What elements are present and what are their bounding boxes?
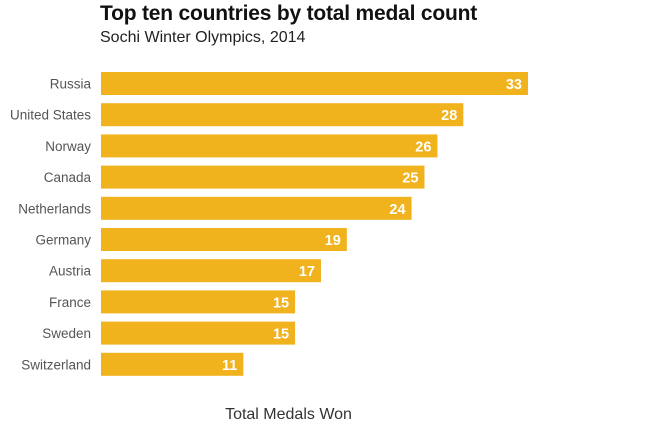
bar-united-states — [101, 103, 464, 127]
value-label-france: 15 — [273, 295, 289, 311]
category-label-switzerland: Switzerland — [21, 357, 91, 372]
value-label-sweden: 15 — [273, 327, 289, 343]
category-label-norway: Norway — [45, 139, 91, 154]
bar-france — [101, 290, 296, 314]
category-label-germany: Germany — [35, 233, 91, 248]
value-label-norway: 26 — [415, 139, 431, 155]
value-label-germany: 19 — [325, 233, 341, 249]
value-label-russia: 33 — [506, 77, 522, 93]
bar-russia — [101, 72, 528, 95]
category-label-france: France — [49, 295, 91, 310]
category-label-russia: Russia — [50, 77, 92, 92]
value-label-austria: 17 — [299, 264, 315, 280]
bar-germany — [101, 228, 347, 251]
category-label-united-states: United States — [10, 108, 91, 123]
category-label-netherlands: Netherlands — [18, 201, 91, 216]
value-label-netherlands: 24 — [389, 202, 405, 218]
bar-netherlands — [101, 196, 412, 220]
value-label-canada: 25 — [402, 171, 418, 187]
bar-canada — [101, 165, 425, 189]
category-label-canada: Canada — [44, 170, 92, 185]
category-label-sweden: Sweden — [42, 326, 91, 341]
x-axis-label: Total Medals Won — [225, 406, 352, 423]
bar-switzerland — [101, 352, 244, 376]
bar-sweden — [101, 321, 296, 345]
value-label-switzerland: 11 — [222, 358, 237, 374]
bar-norway — [101, 134, 438, 158]
chart-subtitle: Sochi Winter Olympics, 2014 — [100, 29, 306, 46]
bar-austria — [101, 259, 321, 283]
value-label-united-states: 28 — [441, 108, 457, 124]
category-label-austria: Austria — [49, 264, 92, 279]
chart-title: Top ten countries by total medal count — [100, 2, 478, 25]
